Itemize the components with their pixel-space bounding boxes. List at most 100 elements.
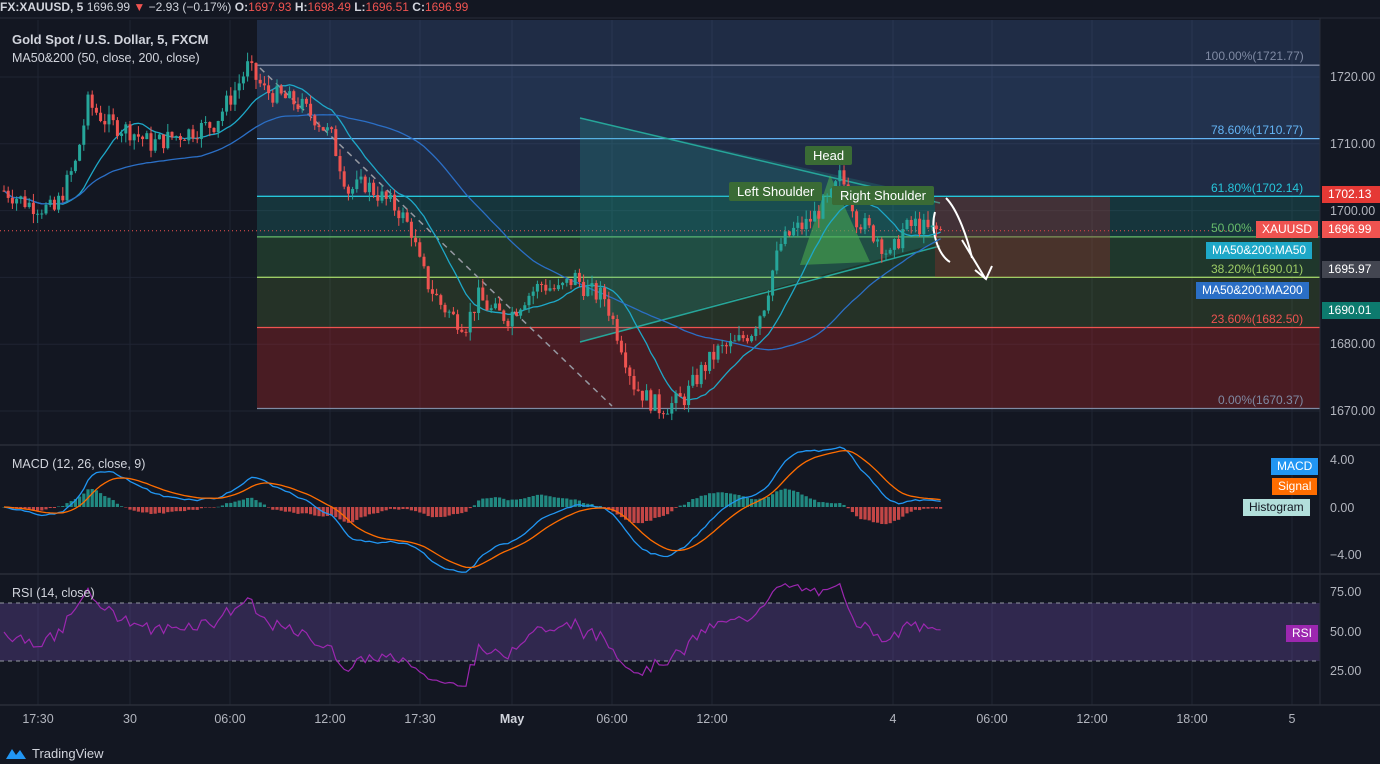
rsi-legend[interactable]: RSI (14, close) bbox=[12, 586, 95, 600]
histogram-bar bbox=[661, 507, 665, 516]
histogram-bar bbox=[351, 507, 355, 523]
candle-body bbox=[376, 195, 380, 201]
candle-body bbox=[78, 144, 82, 161]
fib-zone bbox=[257, 65, 1320, 139]
candle-body bbox=[254, 63, 258, 80]
candle-body bbox=[611, 315, 615, 320]
last-price: 1696.99 bbox=[86, 0, 131, 14]
open-value: 1697.93 bbox=[248, 0, 292, 14]
histogram-bar bbox=[850, 507, 854, 513]
candle-body bbox=[531, 291, 535, 296]
head-and-shoulders-pattern[interactable] bbox=[259, 67, 1110, 407]
signal-line bbox=[3, 449, 941, 569]
candle-body bbox=[48, 199, 52, 205]
right-shoulder-label[interactable]: Right Shoulder bbox=[832, 186, 934, 205]
candle-body bbox=[313, 115, 317, 126]
candle-body bbox=[750, 335, 754, 342]
candle-body bbox=[842, 170, 846, 185]
histogram-bar bbox=[166, 507, 170, 513]
candle-body bbox=[930, 225, 934, 228]
histogram-bar bbox=[183, 507, 187, 512]
price-tick-1720: 1720.00 bbox=[1330, 70, 1376, 84]
histogram-bar bbox=[808, 498, 812, 507]
histogram-bar bbox=[443, 507, 447, 517]
histogram-bar bbox=[267, 507, 271, 508]
histogram-bar bbox=[342, 507, 346, 522]
histogram-bar bbox=[901, 507, 905, 517]
histogram-bar bbox=[162, 507, 166, 514]
rsi-line bbox=[3, 582, 941, 687]
histogram-bar bbox=[149, 507, 153, 514]
candle-body bbox=[729, 340, 733, 347]
histogram-bar bbox=[506, 500, 510, 507]
histogram-bar bbox=[750, 498, 754, 507]
histogram-bar bbox=[867, 507, 871, 521]
macd-legend[interactable]: MACD (12, 26, close, 9) bbox=[12, 457, 146, 471]
candle-body bbox=[178, 136, 182, 140]
histogram-bar bbox=[573, 499, 577, 507]
fib-label-786: 78.60%(1710.77) bbox=[1211, 123, 1304, 137]
candle-body bbox=[19, 196, 23, 200]
candle-body bbox=[779, 243, 783, 251]
histogram-bar bbox=[582, 502, 586, 507]
candle-body bbox=[36, 213, 40, 215]
change-arrow-icon: ▼ bbox=[133, 0, 146, 14]
candle-body bbox=[766, 295, 770, 311]
macd-tick-0: 0.00 bbox=[1330, 501, 1355, 515]
candle-body bbox=[162, 134, 166, 149]
histogram-bar bbox=[405, 507, 409, 510]
histogram-bar bbox=[922, 507, 926, 509]
histogram-bar bbox=[741, 496, 745, 507]
histogram-bar bbox=[834, 503, 838, 507]
histogram-bar bbox=[838, 502, 842, 507]
candle-body bbox=[783, 231, 787, 244]
histogram-bar bbox=[628, 507, 632, 522]
candle-body bbox=[733, 340, 737, 342]
histogram-bar bbox=[279, 507, 283, 511]
histogram-bar bbox=[766, 496, 770, 507]
candle-body bbox=[716, 345, 720, 360]
candle-body bbox=[590, 283, 594, 287]
candle-body bbox=[136, 134, 140, 137]
candle-body bbox=[913, 218, 917, 226]
histogram-bar bbox=[464, 507, 468, 512]
candle-body bbox=[712, 351, 716, 360]
tradingview-logo[interactable]: TradingView bbox=[4, 746, 104, 761]
time-tick: 06:00 bbox=[596, 712, 628, 726]
candle-body bbox=[304, 98, 308, 104]
histogram-bar bbox=[493, 497, 497, 507]
histogram-bar bbox=[250, 497, 254, 507]
candle-body bbox=[834, 181, 838, 189]
candle-body bbox=[216, 121, 220, 133]
histogram-bar bbox=[225, 503, 229, 507]
histogram-bar bbox=[313, 507, 317, 516]
histogram-bar bbox=[460, 507, 464, 514]
histogram-bar bbox=[733, 494, 737, 507]
candle-body bbox=[498, 303, 502, 311]
fib-zone-top bbox=[257, 20, 1320, 66]
candle-body bbox=[695, 374, 699, 385]
fibonacci-retracement[interactable] bbox=[0, 20, 1320, 410]
histogram-bar bbox=[346, 507, 350, 523]
candle-body bbox=[577, 272, 581, 282]
head-label[interactable]: Head bbox=[805, 146, 853, 165]
candle-body bbox=[23, 196, 27, 208]
candle-body bbox=[300, 98, 304, 110]
candle-body bbox=[443, 304, 447, 313]
candle-body bbox=[771, 270, 775, 296]
histogram-bar bbox=[136, 507, 140, 512]
candle-body bbox=[934, 225, 938, 230]
candle-body bbox=[535, 283, 539, 292]
symbol-ticker: FX:XAUUSD, 5 1696.99 ▼ −2.93 (−0.17%) O:… bbox=[0, 0, 468, 16]
candle-body bbox=[15, 199, 19, 204]
left-shoulder-label[interactable]: Left Shoulder bbox=[729, 182, 823, 201]
time-tick: 30 bbox=[123, 712, 137, 726]
macd-pane bbox=[2, 446, 943, 573]
candle-body bbox=[372, 182, 376, 196]
candle-body bbox=[468, 311, 472, 333]
histogram-bar bbox=[905, 507, 909, 514]
ma-legend[interactable]: MA50&200 (50, close, 200, close) bbox=[12, 51, 200, 65]
histogram-bar bbox=[787, 489, 791, 507]
